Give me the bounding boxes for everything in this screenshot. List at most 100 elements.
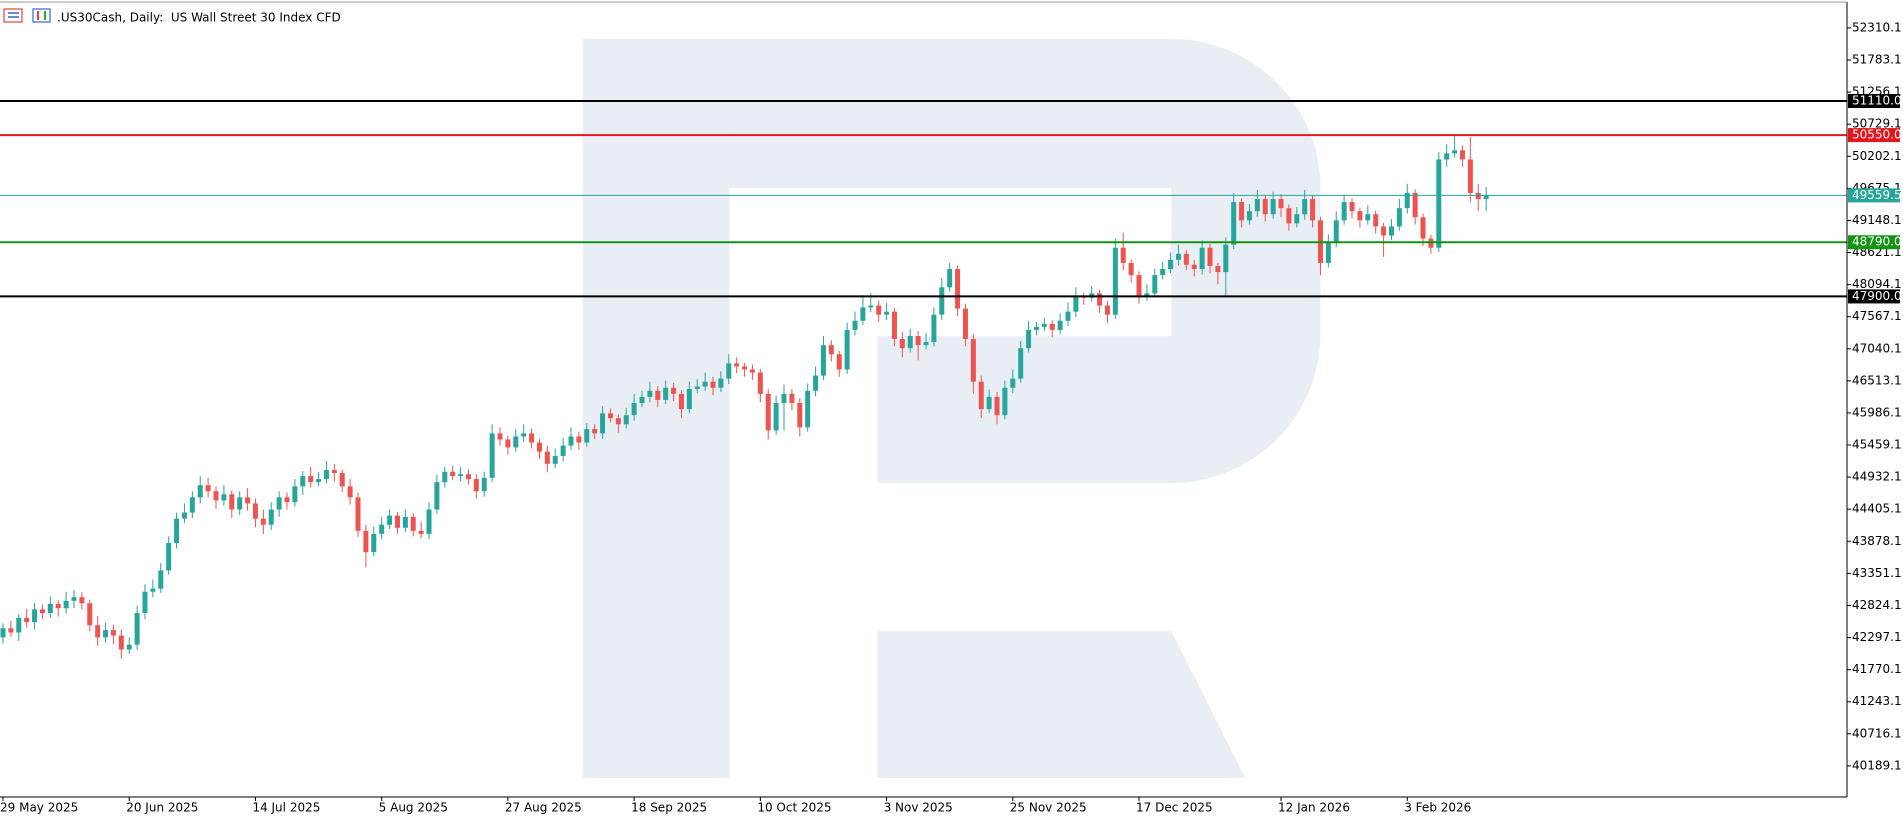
candle-body — [300, 476, 306, 487]
candle-body — [150, 588, 156, 592]
candle-body — [1444, 153, 1450, 160]
y-tick-label: 42297.1 — [1852, 630, 1902, 644]
candle-body — [742, 366, 748, 370]
icon-list[interactable] — [3, 8, 23, 23]
candle-body — [1144, 293, 1150, 297]
candle-body — [1002, 387, 1008, 416]
candle-body — [284, 497, 290, 503]
candle-body — [1325, 241, 1331, 263]
candle-body — [1333, 220, 1339, 242]
candle-body — [607, 413, 613, 419]
candle-body — [442, 471, 448, 483]
candle-body — [118, 635, 124, 650]
candle-body — [434, 482, 440, 510]
candle-body — [962, 308, 968, 340]
y-tick-label: 45986.1 — [1852, 405, 1902, 419]
candle-body — [781, 393, 787, 403]
candle-body — [55, 603, 61, 609]
candle-body — [805, 390, 811, 428]
candle-body — [876, 305, 882, 315]
candle-body — [1349, 202, 1355, 212]
y-tick-label: 46513.1 — [1852, 373, 1902, 387]
candle-body — [1104, 305, 1110, 315]
watermark — [582, 38, 1321, 778]
candle-body — [387, 515, 393, 525]
candle-body — [852, 320, 858, 330]
candle-body — [1475, 192, 1481, 200]
icon-chart[interactable] — [32, 8, 51, 23]
candle-body — [245, 497, 251, 504]
candle-body — [600, 413, 606, 434]
candle-body — [458, 474, 464, 477]
y-tick-label: 40189.1 — [1852, 758, 1902, 772]
candle-body — [1365, 214, 1371, 221]
candle-body — [292, 486, 298, 503]
candle-body — [252, 503, 258, 519]
candle-body — [95, 625, 101, 638]
x-tick-label: 25 Nov 2025 — [1010, 801, 1087, 815]
candle-body — [1136, 275, 1142, 297]
candle-body — [63, 600, 69, 609]
candle-body — [655, 390, 661, 400]
candle-body — [1223, 244, 1229, 273]
candle-body — [410, 516, 416, 531]
candle-body — [576, 436, 582, 443]
candle-body — [1057, 320, 1063, 330]
candle-body — [1373, 214, 1379, 227]
candle-body — [16, 617, 22, 633]
candle-body — [47, 603, 53, 614]
candle-body — [355, 497, 361, 531]
candle-body — [1191, 264, 1197, 270]
candle-body — [765, 393, 771, 431]
candle-body — [813, 375, 819, 391]
candle-body — [8, 628, 14, 633]
candle-body — [158, 570, 164, 589]
candle-body — [1097, 293, 1103, 306]
candle-body — [1010, 378, 1016, 388]
x-tick-label: 17 Dec 2025 — [1136, 801, 1213, 815]
candle-body — [371, 533, 377, 553]
y-tick-label: 44405.1 — [1852, 502, 1902, 516]
candle-body — [844, 329, 850, 370]
candle-body — [536, 442, 542, 452]
candle-body — [639, 396, 645, 403]
candle-body — [820, 345, 826, 376]
y-tick-label: 47040.1 — [1852, 341, 1902, 355]
candle-body — [142, 591, 148, 614]
candle-body — [1341, 202, 1347, 221]
candle-body — [505, 439, 511, 448]
candle-body — [1175, 253, 1181, 260]
candle-body — [1073, 296, 1079, 312]
candle-body — [757, 372, 763, 394]
x-tick-label: 20 Jun 2025 — [126, 801, 198, 815]
level-label: 50550.0 — [1852, 128, 1902, 142]
candle-body — [1262, 199, 1268, 215]
candle-body — [339, 472, 345, 487]
toolbar-icons[interactable] — [3, 8, 51, 23]
y-tick-label: 43878.1 — [1852, 534, 1902, 548]
candle-body — [39, 609, 45, 614]
candle-body — [978, 381, 984, 410]
candle-body — [631, 402, 637, 416]
candle-body — [623, 415, 629, 425]
watermark-leg — [877, 631, 1246, 778]
candle-body — [323, 469, 329, 480]
candle-body — [205, 485, 211, 492]
candle-body — [308, 476, 314, 483]
candle-body — [592, 429, 598, 434]
level-label: 49559.5 — [1852, 188, 1902, 202]
candle-body — [749, 369, 755, 373]
candle-body — [450, 471, 456, 477]
level-label-bg — [1848, 93, 1900, 108]
candle-body — [1152, 275, 1158, 294]
candle-body — [379, 524, 385, 534]
candle-body — [237, 497, 243, 510]
x-tick-label: 10 Oct 2025 — [757, 801, 831, 815]
candle-body — [1254, 199, 1260, 212]
level-label-bg — [1848, 188, 1900, 203]
candle-body — [221, 494, 227, 501]
candle-body — [1270, 199, 1276, 215]
level-label: 48790.0 — [1852, 235, 1902, 249]
candle-body — [994, 396, 1000, 416]
